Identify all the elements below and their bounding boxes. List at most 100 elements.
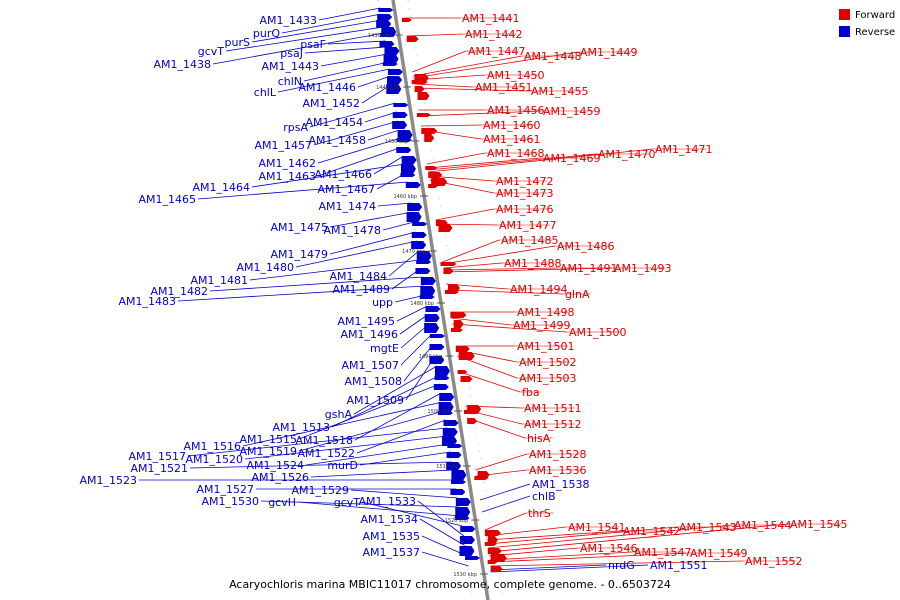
tick-label: 1470 kbp — [402, 249, 426, 255]
forward-gene-block — [414, 86, 425, 92]
reverse-gene-block — [378, 8, 394, 12]
reverse-gene-label: gshA — [325, 408, 353, 421]
forward-gene-label: AM1_1536 — [529, 464, 587, 477]
leader-line-forward — [412, 55, 523, 77]
reverse-gene-block — [459, 546, 475, 556]
reverse-gene-label: purS — [225, 36, 250, 49]
reverse-gene-block — [424, 323, 440, 333]
leader-line-reverse — [309, 102, 396, 128]
forward-gene-block — [450, 328, 463, 332]
forward-gene-label: AM1_1476 — [496, 203, 554, 216]
reverse-gene-block — [439, 393, 455, 401]
forward-gene-label: AM1_1472 — [496, 175, 554, 188]
reverse-gene-block — [454, 516, 470, 520]
forward-gene-label: AM1_1493 — [614, 262, 672, 275]
leader-line-reverse — [350, 489, 458, 499]
forward-gene-block — [411, 80, 428, 84]
leader-line-reverse — [329, 231, 416, 255]
forward-gene-block — [490, 554, 507, 562]
forward-gene-label: thrS — [528, 507, 551, 520]
reverse-gene-label: AM1_1537 — [362, 546, 420, 559]
leader-line-reverse — [251, 163, 406, 188]
leader-line-reverse — [209, 276, 423, 292]
leader-line-reverse — [491, 564, 649, 573]
reverse-gene-block — [397, 130, 413, 140]
leader-line-forward — [459, 371, 521, 393]
reverse-gene-block — [429, 344, 445, 350]
reverse-gene-block — [392, 112, 408, 118]
legend: Forward Reverse — [839, 9, 895, 38]
reverse-gene-block — [393, 103, 409, 107]
reverse-gene-block — [379, 41, 395, 47]
forward-gene-label: AM1_1456 — [487, 104, 545, 117]
reverse-gene-block — [376, 20, 392, 28]
reverse-gene-label: AM1_1495 — [337, 315, 395, 328]
reverse-gene-block — [405, 182, 421, 188]
forward-gene-block — [460, 376, 473, 382]
reverse-gene-label: gcvT — [334, 496, 361, 509]
reverse-gene-label: murD — [327, 459, 358, 472]
leader-line-reverse — [399, 313, 429, 335]
leader-line-forward — [414, 87, 530, 92]
forward-gene-label: AM1_1486 — [557, 240, 615, 253]
leader-line-reverse — [396, 305, 428, 322]
leader-line-reverse — [320, 53, 388, 67]
reverse-gene-label: AM1_1526 — [251, 471, 309, 484]
reverse-gene-label: AM1_1509 — [346, 394, 404, 407]
leader-line-forward — [489, 551, 633, 561]
leader-line-reverse — [359, 451, 451, 466]
reverse-gene-block — [433, 384, 449, 390]
forward-gene-label: AM1_1468 — [487, 147, 545, 160]
reverse-gene-label: AM1_1520 — [185, 453, 243, 466]
leader-line-forward — [426, 152, 486, 165]
reverse-gene-block — [411, 241, 427, 249]
forward-gene-label: AM1_1460 — [483, 119, 541, 132]
reverse-gene-block — [416, 260, 432, 264]
reverse-gene-block — [424, 314, 440, 322]
forward-gene-label: AM1_1501 — [517, 340, 575, 353]
reverse-gene-block — [434, 376, 450, 380]
forward-gene-label: AM1_1488 — [504, 257, 562, 270]
leader-line-reverse — [317, 137, 401, 164]
leader-line-reverse — [310, 469, 454, 478]
reverse-gene-block — [420, 286, 436, 296]
leader-line-reverse — [295, 240, 418, 268]
forward-gene-block — [484, 530, 501, 536]
leader-line-forward — [414, 83, 474, 88]
reverse-gene-label: AM1_1446 — [298, 81, 356, 94]
reverse-gene-label: AM1_1551 — [650, 559, 708, 572]
reverse-gene-label: psaF — [300, 38, 326, 51]
forward-gene-block — [458, 352, 475, 360]
forward-gene-label: glnA — [565, 288, 590, 301]
reverse-gene-label: AM1_1438 — [153, 58, 211, 71]
leader-line-reverse — [491, 564, 607, 571]
forward-gene-label: AM1_1547 — [634, 546, 692, 559]
reverse-gene-block — [380, 33, 396, 37]
forward-gene-block — [417, 92, 430, 100]
leader-line-reverse — [354, 392, 442, 441]
reverse-gene-label: nrdG — [608, 559, 635, 572]
reverse-gene-block — [392, 121, 408, 129]
forward-gene-block — [450, 312, 467, 318]
reverse-gene-block — [415, 268, 431, 274]
reverse-gene-block — [455, 498, 471, 506]
forward-gene-block — [467, 418, 478, 424]
reverse-gene-label: AM1_1479 — [270, 248, 328, 261]
leader-line-reverse — [303, 61, 389, 82]
reverse-gene-label: AM1_1515 — [239, 433, 297, 446]
leader-line-reverse — [251, 19, 383, 43]
reverse-gene-label: AM1_1508 — [344, 375, 402, 388]
leader-line-reverse — [189, 461, 453, 469]
leader-line-forward — [489, 552, 689, 563]
leader-line-forward — [427, 157, 542, 169]
reverse-gene-label: AM1_1452 — [302, 97, 360, 110]
forward-gene-block — [463, 410, 480, 414]
tick-label: 1450 kbp — [385, 139, 409, 145]
forward-gene-label: AM1_1470 — [598, 148, 656, 161]
forward-gene-block — [425, 166, 438, 170]
reverse-gene-label: AM1_1478 — [323, 224, 381, 237]
leader-line-reverse — [357, 75, 392, 88]
leader-line-forward — [435, 208, 495, 221]
leader-line-forward — [420, 124, 482, 127]
